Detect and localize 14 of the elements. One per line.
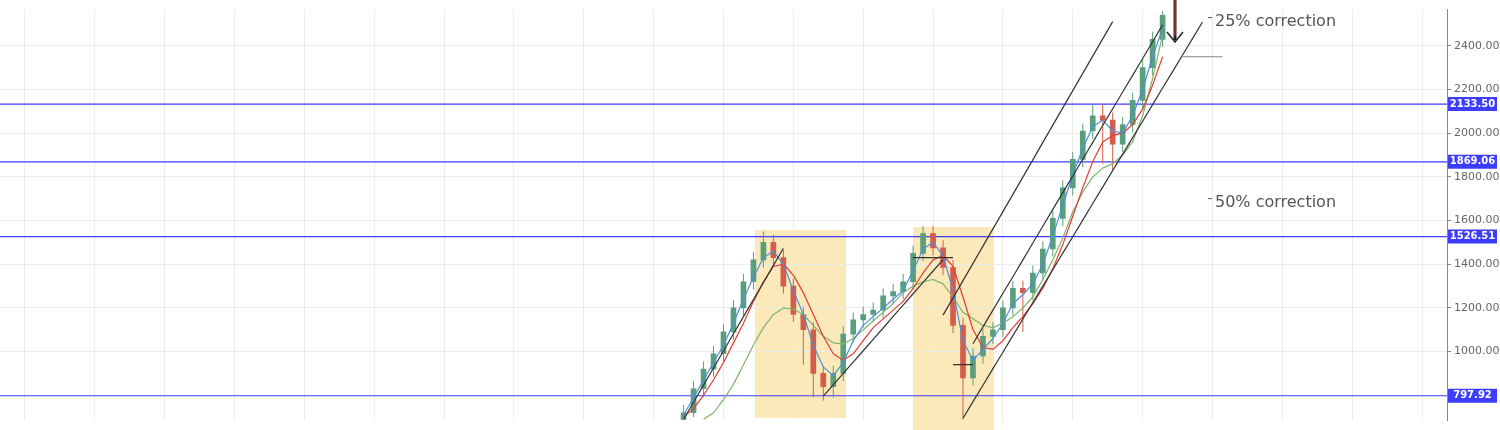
y-tick-label: 1200.00 [1454, 300, 1500, 314]
y-tick-label: 1600.00 [1454, 213, 1500, 227]
y-tick-label: 2000.00 [1454, 126, 1500, 140]
y-tick-label: 1000.00 [1454, 344, 1500, 358]
ref-line-label: 1869.06 [1449, 155, 1496, 167]
y-tick-label: 1800.00 [1454, 169, 1500, 183]
ref-line-label: 1526.51 [1449, 230, 1496, 242]
ref-line-label: 797.92 [1453, 389, 1492, 401]
y-tick-label: 2400.00 [1454, 38, 1500, 52]
y-tick-label: 2200.00 [1454, 82, 1500, 96]
annotation: 50% correction [1215, 191, 1337, 211]
y-tick-label: 1400.00 [1454, 257, 1500, 271]
ref-line-label: 2133.50 [1449, 97, 1496, 109]
annotation: 25% correction [1215, 10, 1337, 30]
